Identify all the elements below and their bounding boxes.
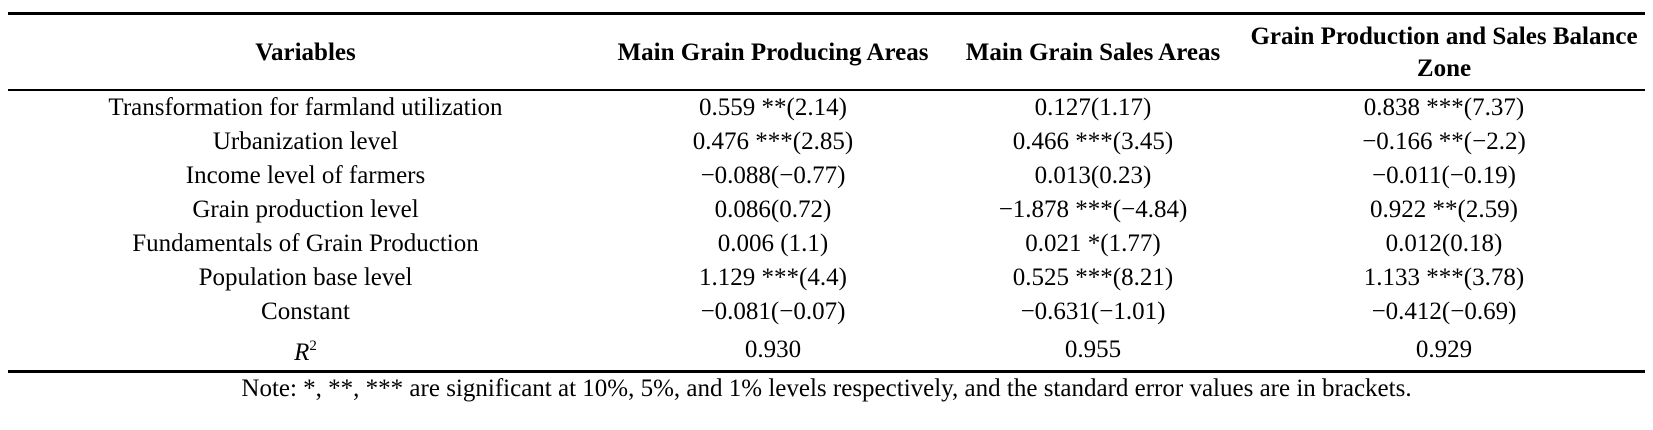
- row-variable-label: Fundamentals of Grain Production: [132, 230, 479, 257]
- cell-balance: −0.011(−0.19): [1372, 162, 1516, 189]
- r-squared-sales: 0.955: [1064, 335, 1122, 363]
- row-variable-label: Population base level: [198, 264, 413, 291]
- cell-sales: 0.127(1.17): [1034, 94, 1152, 121]
- header-main-grain-producing-areas: Main Grain Producing Areas: [617, 39, 929, 66]
- cell-balance: 0.838 ***(7.37): [1363, 94, 1525, 121]
- r-squared-producing: 0.930: [744, 335, 802, 363]
- table-row: Grain production level 0.086(0.72) −1.87…: [8, 193, 1645, 227]
- cell-producing: 0.476 ***(2.85): [692, 128, 854, 155]
- cell-balance: −0.166 **(−2.2): [1362, 128, 1526, 155]
- header-main-grain-sales-areas: Main Grain Sales Areas: [965, 39, 1221, 66]
- cell-sales: 0.525 ***(8.21): [1012, 264, 1174, 291]
- row-variable-label: Grain production level: [192, 196, 419, 223]
- cell-producing: 0.559 **(2.14): [699, 94, 847, 121]
- cell-sales: 0.013(0.23): [1034, 162, 1152, 189]
- header-balance-zone: Grain Production and Sales Balance Zone: [1250, 23, 1638, 82]
- table-row: Urbanization level 0.476 ***(2.85) 0.466…: [8, 125, 1645, 159]
- cell-balance: −0.412(−0.69): [1371, 298, 1517, 325]
- cell-balance: 0.012(0.18): [1385, 230, 1503, 257]
- cell-sales: −0.631(−1.01): [1020, 298, 1166, 325]
- regression-table: Variables Main Grain Producing Areas Mai…: [8, 12, 1645, 373]
- r-squared-row: R2 0.930 0.955 0.929: [8, 329, 1645, 372]
- r-squared-balance: 0.929: [1415, 335, 1473, 363]
- table-row: Income level of farmers −0.088(−0.77) 0.…: [8, 159, 1645, 193]
- cell-balance: 0.922 **(2.59): [1370, 196, 1518, 223]
- regression-table-container: Variables Main Grain Producing Areas Mai…: [8, 12, 1645, 373]
- cell-producing: 0.006 (1.1): [717, 230, 829, 257]
- row-variable-label: Constant: [261, 298, 350, 325]
- header-row: Variables Main Grain Producing Areas Mai…: [8, 13, 1645, 90]
- cell-producing: −0.081(−0.07): [700, 298, 846, 325]
- r-squared-base: R: [294, 339, 310, 366]
- table-note: Note: *, **, *** are significant at 10%,…: [241, 375, 1412, 402]
- table-row: Transformation for farmland utilization …: [8, 90, 1645, 125]
- r-squared-superscript: 2: [309, 338, 317, 354]
- cell-producing: −0.088(−0.77): [700, 162, 846, 189]
- cell-sales: −1.878 ***(−4.84): [998, 196, 1188, 223]
- header-variables: Variables: [255, 39, 356, 66]
- cell-producing: 1.129 ***(4.4): [699, 264, 847, 291]
- table-row: Fundamentals of Grain Production 0.006 (…: [8, 227, 1645, 261]
- cell-producing: 0.086(0.72): [714, 196, 832, 223]
- r-squared-label: R2: [8, 329, 603, 372]
- table-row: Population base level 1.129 ***(4.4) 0.5…: [8, 261, 1645, 295]
- row-variable-label: Urbanization level: [212, 128, 399, 155]
- cell-sales: 0.021 *(1.77): [1025, 230, 1161, 257]
- cell-balance: 1.133 ***(3.78): [1363, 264, 1525, 291]
- row-variable-label: Transformation for farmland utilization: [108, 94, 503, 121]
- table-row: Constant −0.081(−0.07) −0.631(−1.01) −0.…: [8, 295, 1645, 329]
- cell-sales: 0.466 ***(3.45): [1012, 128, 1174, 155]
- row-variable-label: Income level of farmers: [185, 162, 426, 189]
